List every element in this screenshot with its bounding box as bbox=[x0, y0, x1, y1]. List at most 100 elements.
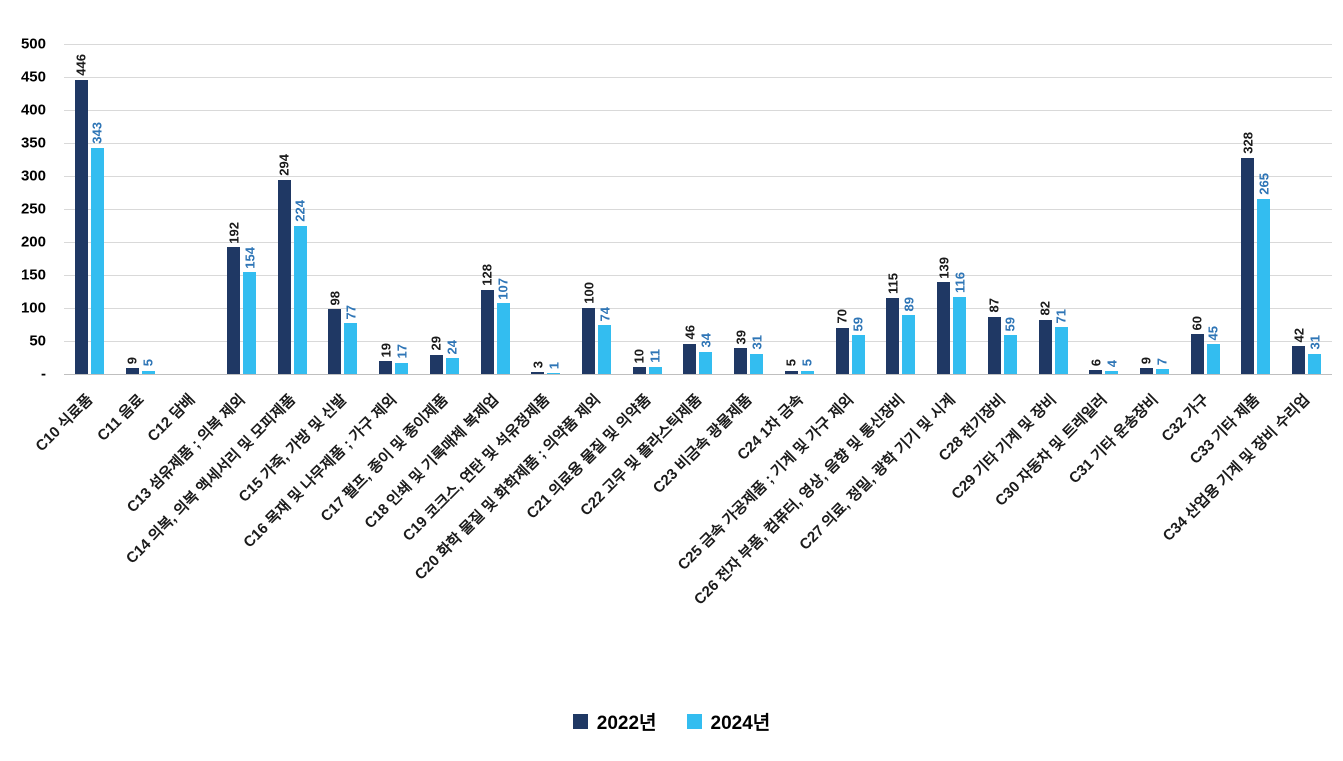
bar-slot: 82 bbox=[1038, 44, 1053, 374]
legend: 2022년 2024년 bbox=[0, 708, 1343, 735]
bar-series-2 bbox=[648, 366, 662, 374]
category-group: 115 89 bbox=[876, 44, 927, 374]
bar-series-1 bbox=[683, 343, 697, 374]
bar-value-label: 343 bbox=[89, 121, 105, 144]
y-axis-tick-label: 350 bbox=[20, 134, 46, 152]
bar-series-1 bbox=[1089, 370, 1103, 374]
bar-series-area: 446 343 9 5 192 154 294 224 98 77 19 17 29 24 128 107 3 1… bbox=[64, 44, 1332, 374]
x-axis-labels: C10 식료품 C11 음료 C12 담배 C13 섬유제품 ; 의복 제외 C14 의… bbox=[33, 376, 1332, 676]
legend-item-2: 2024년 bbox=[686, 708, 770, 735]
x-axis-line bbox=[64, 374, 1332, 375]
bar-series-2 bbox=[496, 303, 510, 374]
bar-value-label: 29 bbox=[428, 336, 444, 351]
bar-value-label: 34 bbox=[698, 333, 714, 348]
bar-slot: 87 bbox=[986, 44, 1002, 374]
bar-series-1 bbox=[734, 348, 748, 374]
legend-swatch bbox=[572, 714, 588, 729]
bar-slot: 5 bbox=[141, 44, 156, 374]
y-axis-tick-label: 500 bbox=[20, 35, 46, 53]
bar-value-label: 11 bbox=[647, 349, 663, 363]
bar-value-label: 446 bbox=[73, 53, 89, 76]
bar-slot: 31 bbox=[1307, 44, 1322, 374]
bar-slot: 39 bbox=[733, 44, 749, 374]
bar-slot: 139 bbox=[936, 44, 951, 374]
legend-swatch bbox=[686, 714, 702, 729]
bar-value-label: 3 bbox=[530, 360, 546, 369]
bar-series-2 bbox=[547, 373, 561, 374]
category-group: 60 45 bbox=[1180, 44, 1231, 374]
bar-slot: 9 bbox=[124, 44, 140, 374]
bar-value-label: 46 bbox=[682, 325, 698, 340]
y-axis-tick-label: 450 bbox=[20, 68, 46, 86]
bar-value-label: 116 bbox=[952, 272, 968, 294]
bar-slot: 19 bbox=[378, 44, 393, 374]
bar-value-label: 77 bbox=[343, 304, 359, 320]
bar-series-2 bbox=[243, 272, 257, 374]
category-group: 39 31 bbox=[723, 44, 774, 374]
bar-series-1 bbox=[1139, 368, 1153, 374]
bar-series-1 bbox=[480, 289, 494, 374]
y-axis-tick-label: 200 bbox=[20, 233, 46, 251]
bar-series-1 bbox=[784, 370, 798, 374]
category-label: C10 식료품 bbox=[32, 391, 97, 455]
bar-slot: 7 bbox=[1155, 44, 1170, 374]
bar-slot: 42 bbox=[1291, 44, 1306, 374]
bar-series-2 bbox=[598, 325, 612, 374]
bar-value-label: 45 bbox=[1205, 325, 1221, 341]
bar-slot: 46 bbox=[682, 44, 698, 374]
category-group: 294 224 bbox=[267, 44, 318, 374]
bar-series-2 bbox=[1105, 371, 1119, 374]
gridline bbox=[64, 209, 1332, 210]
bar-series-1 bbox=[125, 368, 139, 374]
gridline bbox=[64, 275, 1332, 276]
bar-series-2 bbox=[1003, 335, 1017, 374]
bar-series-2 bbox=[90, 147, 104, 374]
category-group: 98 77 bbox=[318, 44, 369, 374]
category-group: 70 59 bbox=[825, 44, 876, 374]
legend-label: 2022년 bbox=[596, 713, 657, 734]
category-group: 192 154 bbox=[216, 44, 267, 374]
bar-slot: 115 bbox=[885, 44, 901, 374]
bar-series-1 bbox=[277, 179, 291, 374]
bar-value-label: 1 bbox=[546, 362, 562, 370]
bar-series-2 bbox=[1206, 344, 1220, 374]
bar-value-label: 5 bbox=[799, 359, 815, 367]
gridline bbox=[64, 242, 1332, 243]
bar-value-label: 115 bbox=[885, 273, 901, 295]
bar-value-label: 154 bbox=[242, 246, 258, 269]
bar-slot: 24 bbox=[445, 44, 460, 374]
bar-series-2 bbox=[699, 351, 713, 374]
bar-slot: 17 bbox=[394, 44, 409, 374]
y-axis-tick-label: 50 bbox=[29, 332, 46, 350]
bar-value-label: 60 bbox=[1189, 315, 1205, 331]
bar-series-1 bbox=[1292, 346, 1306, 374]
bar-value-label: 328 bbox=[1240, 131, 1256, 154]
category-group: 328 265 bbox=[1231, 44, 1282, 374]
bar-slot bbox=[176, 44, 189, 374]
bar-value-label: 9 bbox=[124, 356, 140, 365]
bar-value-label: 128 bbox=[479, 263, 495, 286]
category-group: 139 116 bbox=[926, 44, 977, 374]
bar-value-label: 59 bbox=[850, 316, 866, 332]
bar-slot: 98 bbox=[327, 44, 342, 374]
bar-value-label: 87 bbox=[986, 298, 1002, 313]
bar-value-label: 5 bbox=[783, 359, 799, 367]
bar-series-1 bbox=[632, 367, 646, 374]
category-group: 82 71 bbox=[1028, 44, 1079, 374]
bar-value-label: 265 bbox=[1256, 173, 1272, 196]
bar-slot: 192 bbox=[226, 44, 241, 374]
gridline bbox=[64, 110, 1332, 111]
bar-series-1 bbox=[429, 354, 443, 374]
bar-value-label: 39 bbox=[733, 329, 749, 345]
bar-value-label: 10 bbox=[631, 348, 647, 364]
category-group: 446 343 bbox=[64, 44, 115, 374]
bar-value-label: 107 bbox=[495, 277, 511, 300]
bar-slot: 5 bbox=[799, 44, 815, 374]
category-group: 46 34 bbox=[673, 44, 724, 374]
bar-series-1 bbox=[74, 79, 88, 374]
